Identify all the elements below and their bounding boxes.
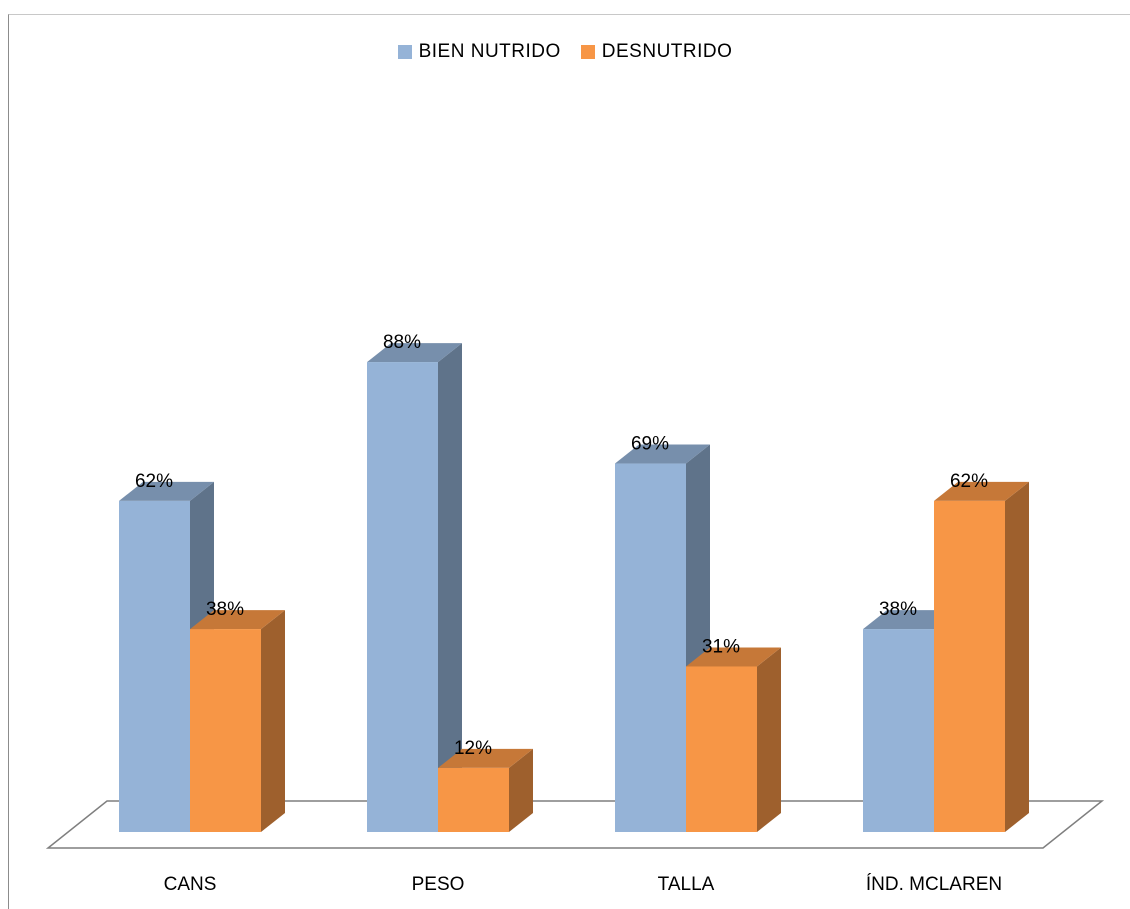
data-label-desnutrido-talla: 31% (702, 636, 740, 657)
legend-swatch-desnutrido (580, 45, 595, 59)
tick-label-ind-mclaren: ÍND. MCLAREN (866, 874, 1002, 895)
bar-desnutrido-peso (438, 748, 533, 832)
data-label-desnutrido-cans: 38% (206, 599, 244, 620)
legend-item-bien-nutrido: BIEN NUTRIDO (397, 41, 561, 63)
bar-bien-nutrido-talla-front (615, 463, 686, 832)
legend-swatch-bien-nutrido (397, 45, 412, 59)
chart-frame (8, 14, 1130, 909)
bar-desnutrido-cans-top (190, 610, 285, 630)
bar-bien-nutrido-cans-front (119, 500, 190, 832)
legend: BIEN NUTRIDO DESNUTRIDO (0, 41, 1130, 63)
bar-desnutrido-ind-mclaren-front (934, 500, 1005, 832)
bar-bien-nutrido-peso-front (367, 362, 438, 832)
labels-group: 62% 38% CANS 88% 12% PESO 69% 31% TALLA 38% 62% ÍND… (135, 332, 1002, 895)
tick-label-peso: PESO (412, 874, 465, 895)
tick-label-cans: CANS (164, 874, 217, 895)
bar-bien-nutrido-peso-top (367, 343, 462, 363)
data-label-desnutrido-peso: 12% (454, 738, 492, 759)
bar-desnutrido-peso-top (438, 748, 533, 768)
bar-desnutrido-talla-front (686, 666, 757, 832)
data-label-bien-nutrido-cans: 62% (135, 471, 173, 492)
bar-desnutrido-talla-side (757, 647, 781, 832)
chart-floor (45, 800, 1105, 849)
bar-desnutrido-cans-side (261, 610, 285, 832)
bar-desnutrido-peso-side (509, 748, 533, 832)
tick-label-talla: TALLA (658, 874, 715, 895)
bar-bien-nutrido-talla-top (615, 444, 710, 464)
bar-desnutrido-talla-top (686, 647, 781, 667)
bar-desnutrido-cans-front (190, 629, 261, 832)
data-label-bien-nutrido-peso: 88% (383, 332, 421, 353)
legend-label-desnutrido: DESNUTRIDO (601, 41, 733, 62)
data-label-bien-nutrido-ind-mclaren: 38% (879, 599, 917, 620)
bar-desnutrido-ind-mclaren-top (934, 481, 1029, 501)
bars-group (119, 343, 1029, 832)
bar-desnutrido-ind-mclaren-side (1005, 481, 1029, 832)
legend-item-desnutrido: DESNUTRIDO (580, 41, 733, 63)
bar-bien-nutrido-ind-mclaren-front (863, 629, 934, 832)
bar-bien-nutrido-peso-side (438, 343, 462, 832)
legend-label-bien-nutrido: BIEN NUTRIDO (418, 41, 561, 62)
bar-desnutrido-cans (190, 610, 285, 832)
data-label-bien-nutrido-talla: 69% (631, 434, 669, 455)
data-label-desnutrido-ind-mclaren: 62% (950, 471, 988, 492)
bar-desnutrido-talla (686, 647, 781, 832)
bar-desnutrido-ind-mclaren (934, 481, 1029, 832)
bar-bien-nutrido-peso (367, 343, 462, 832)
bar-desnutrido-peso-front (438, 767, 509, 832)
bar-bien-nutrido-cans-top (119, 481, 214, 501)
